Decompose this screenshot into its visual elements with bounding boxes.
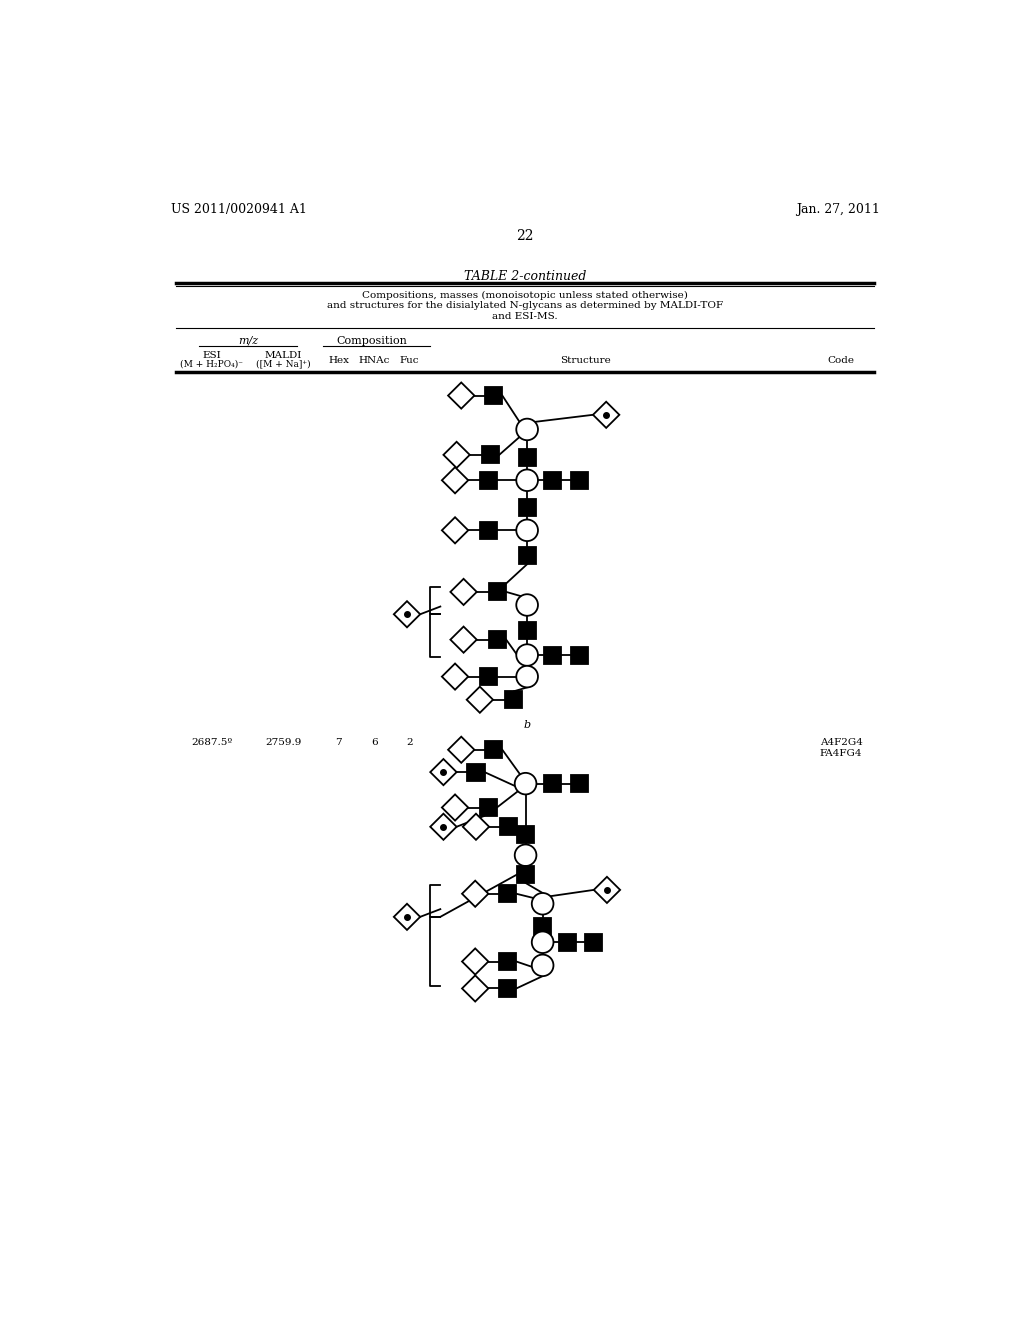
Circle shape bbox=[516, 470, 538, 491]
Polygon shape bbox=[500, 886, 516, 903]
Polygon shape bbox=[518, 499, 536, 516]
Text: ESI: ESI bbox=[203, 351, 221, 360]
Polygon shape bbox=[449, 737, 474, 763]
Polygon shape bbox=[442, 664, 468, 689]
Circle shape bbox=[516, 665, 538, 688]
Polygon shape bbox=[500, 953, 516, 970]
Polygon shape bbox=[463, 813, 489, 840]
Circle shape bbox=[515, 845, 537, 866]
Polygon shape bbox=[443, 442, 470, 469]
Text: Structure: Structure bbox=[560, 356, 610, 366]
Polygon shape bbox=[559, 933, 575, 950]
Polygon shape bbox=[451, 579, 477, 605]
Polygon shape bbox=[571, 471, 589, 488]
Polygon shape bbox=[586, 933, 602, 950]
Text: b: b bbox=[523, 721, 530, 730]
Circle shape bbox=[515, 774, 537, 795]
Text: (M + H₂PO₄)⁻: (M + H₂PO₄)⁻ bbox=[180, 359, 244, 368]
Polygon shape bbox=[480, 799, 497, 816]
Polygon shape bbox=[544, 471, 561, 488]
Circle shape bbox=[531, 954, 554, 977]
Polygon shape bbox=[518, 548, 536, 564]
Text: 22: 22 bbox=[516, 230, 534, 243]
Polygon shape bbox=[480, 471, 497, 488]
Polygon shape bbox=[517, 866, 535, 883]
Polygon shape bbox=[594, 876, 621, 903]
Circle shape bbox=[531, 894, 554, 915]
Text: m/z: m/z bbox=[238, 335, 258, 346]
Text: ([M + Na]⁺): ([M + Na]⁺) bbox=[256, 359, 310, 368]
Polygon shape bbox=[462, 880, 488, 907]
Polygon shape bbox=[430, 813, 457, 840]
Text: Compositions, masses (monoisotopic unless stated otherwise)
and structures for t: Compositions, masses (monoisotopic unles… bbox=[327, 290, 723, 321]
Polygon shape bbox=[489, 631, 506, 648]
Polygon shape bbox=[467, 686, 493, 713]
Circle shape bbox=[516, 644, 538, 665]
Polygon shape bbox=[482, 446, 500, 463]
Circle shape bbox=[516, 520, 538, 541]
Polygon shape bbox=[518, 622, 536, 639]
Polygon shape bbox=[480, 521, 497, 539]
Polygon shape bbox=[451, 627, 477, 653]
Text: 2687.5º: 2687.5º bbox=[191, 738, 232, 747]
Text: MALDI: MALDI bbox=[264, 351, 302, 360]
Polygon shape bbox=[500, 979, 516, 997]
Text: HNAc: HNAc bbox=[358, 356, 390, 366]
Circle shape bbox=[516, 418, 538, 441]
Text: Composition: Composition bbox=[337, 335, 408, 346]
Text: Code: Code bbox=[827, 356, 854, 366]
Polygon shape bbox=[518, 449, 536, 466]
Polygon shape bbox=[544, 775, 561, 792]
Polygon shape bbox=[544, 647, 561, 664]
Polygon shape bbox=[485, 387, 503, 404]
Polygon shape bbox=[500, 818, 517, 836]
Text: Fuc: Fuc bbox=[399, 356, 419, 366]
Polygon shape bbox=[489, 583, 506, 601]
Polygon shape bbox=[593, 401, 620, 428]
Circle shape bbox=[516, 594, 538, 615]
Text: 2759.9: 2759.9 bbox=[265, 738, 301, 747]
Polygon shape bbox=[442, 467, 468, 494]
Polygon shape bbox=[442, 795, 468, 821]
Polygon shape bbox=[571, 647, 589, 664]
Polygon shape bbox=[394, 601, 420, 627]
Text: TABLE 2-continued: TABLE 2-continued bbox=[464, 271, 586, 282]
Polygon shape bbox=[442, 517, 468, 544]
Text: A4F2G4
FA4FG4: A4F2G4 FA4FG4 bbox=[819, 738, 862, 758]
Polygon shape bbox=[506, 692, 522, 708]
Polygon shape bbox=[430, 759, 457, 785]
Text: 2: 2 bbox=[406, 738, 413, 747]
Polygon shape bbox=[517, 826, 535, 843]
Polygon shape bbox=[394, 904, 420, 929]
Polygon shape bbox=[462, 949, 488, 974]
Text: 6: 6 bbox=[371, 738, 378, 747]
Text: Hex: Hex bbox=[329, 356, 349, 366]
Polygon shape bbox=[467, 763, 484, 780]
Text: 7: 7 bbox=[336, 738, 342, 747]
Polygon shape bbox=[462, 975, 488, 1002]
Text: US 2011/0020941 A1: US 2011/0020941 A1 bbox=[171, 203, 306, 216]
Circle shape bbox=[531, 932, 554, 953]
Polygon shape bbox=[535, 919, 551, 936]
Polygon shape bbox=[449, 383, 474, 409]
Polygon shape bbox=[480, 668, 497, 685]
Text: Jan. 27, 2011: Jan. 27, 2011 bbox=[796, 203, 880, 216]
Polygon shape bbox=[485, 742, 503, 758]
Polygon shape bbox=[571, 775, 589, 792]
